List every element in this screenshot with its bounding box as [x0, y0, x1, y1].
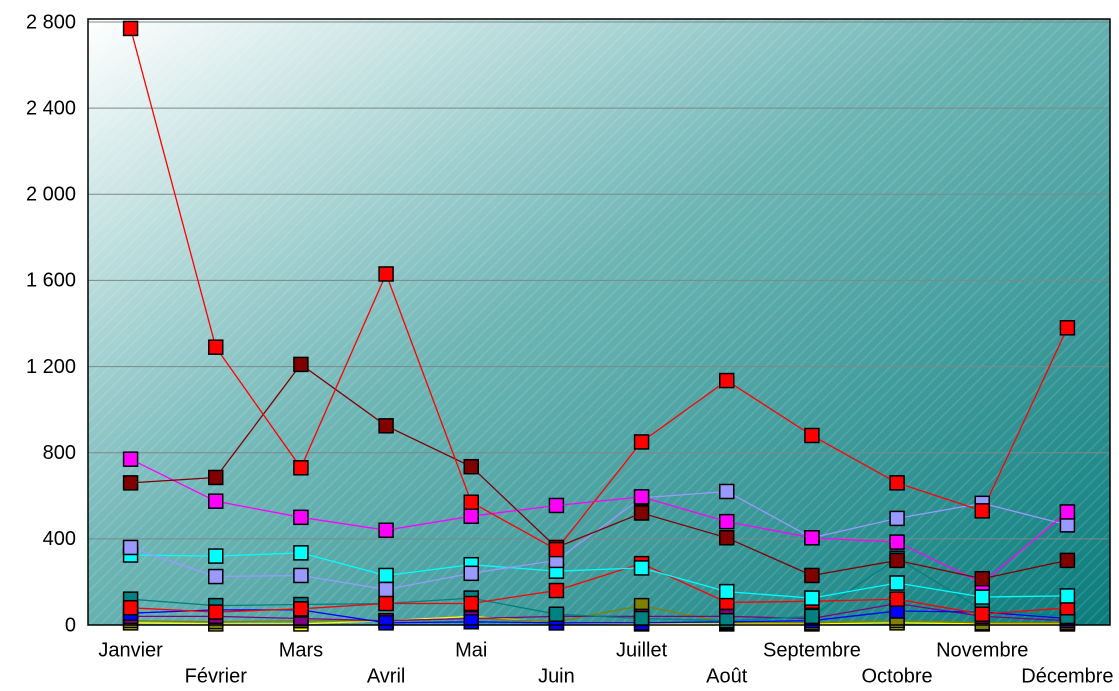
- point-marker: [378, 595, 394, 612]
- point-marker: [122, 475, 139, 491]
- point-marker: [293, 460, 309, 476]
- point-marker: [1059, 320, 1076, 336]
- series-line: [130, 363, 1068, 580]
- point-marker: [804, 567, 820, 584]
- y-tick-label: 0: [65, 614, 76, 636]
- point-marker: [548, 541, 565, 558]
- series-line: [130, 557, 1068, 622]
- x-tick-label: Février: [185, 665, 248, 687]
- y-tick-label: 2 400: [26, 97, 76, 119]
- y-tick-label: 400: [43, 528, 76, 550]
- point-marker: [804, 590, 820, 606]
- x-tick-label: Avril: [367, 665, 406, 687]
- point-marker: [378, 522, 394, 538]
- point-marker: [633, 489, 650, 505]
- point-marker: [463, 494, 479, 510]
- point-marker: [719, 612, 735, 629]
- point-marker: [1059, 552, 1076, 569]
- point-marker: [719, 372, 735, 389]
- point-marker: [974, 503, 990, 519]
- x-tick-label: Juillet: [616, 639, 668, 661]
- point-marker: [804, 530, 820, 546]
- y-tick-label: 2 000: [26, 184, 76, 206]
- point-marker: [378, 581, 394, 598]
- x-tick-label: Septembre: [763, 639, 861, 661]
- x-tick-label: Janvier: [98, 639, 163, 661]
- point-marker: [463, 595, 479, 612]
- series-line: [130, 604, 1068, 624]
- point-marker: [719, 583, 735, 600]
- point-marker: [889, 510, 905, 527]
- point-marker: [293, 356, 309, 373]
- plot-hatch: [88, 19, 1110, 625]
- point-marker: [463, 565, 479, 582]
- point-marker: [122, 539, 139, 556]
- point-marker: [1059, 588, 1076, 604]
- point-marker: [889, 575, 905, 591]
- y-tick-label: 1 600: [26, 270, 76, 292]
- point-marker: [974, 589, 990, 605]
- point-marker: [463, 614, 479, 630]
- point-marker: [548, 582, 565, 599]
- x-tick-label: Juin: [538, 665, 575, 687]
- x-tick-label: Mai: [455, 639, 487, 661]
- point-marker: [293, 545, 309, 561]
- point-marker: [378, 266, 394, 282]
- point-marker: [293, 567, 309, 584]
- point-marker: [122, 451, 139, 467]
- x-tick-label: Décembre: [1021, 665, 1113, 687]
- series-line: [130, 458, 1068, 584]
- point-marker: [293, 601, 309, 617]
- x-tick-label: Mars: [279, 639, 323, 661]
- point-marker: [633, 434, 650, 450]
- point-marker: [378, 567, 394, 584]
- point-marker: [974, 570, 990, 587]
- y-tick-label: 800: [43, 442, 76, 464]
- point-marker: [633, 610, 650, 627]
- point-marker: [208, 469, 224, 486]
- point-marker: [719, 483, 735, 500]
- point-marker: [633, 505, 650, 521]
- point-marker: [889, 534, 905, 550]
- point-marker: [889, 475, 905, 491]
- point-marker: [122, 600, 139, 616]
- point-marker: [463, 458, 479, 475]
- series-line: [129, 28, 1068, 551]
- point-marker: [378, 418, 394, 434]
- y-tick-label: 2 800: [26, 11, 76, 33]
- series-line: [130, 562, 1068, 615]
- point-marker: [889, 552, 905, 569]
- point-marker: [633, 560, 650, 576]
- point-marker: [208, 568, 224, 585]
- point-marker: [122, 20, 139, 37]
- point-marker: [208, 493, 224, 509]
- point-marker: [1059, 504, 1076, 520]
- point-marker: [548, 606, 565, 622]
- series-line: [130, 490, 1068, 591]
- x-tick-label: Novembre: [936, 639, 1028, 661]
- x-tick-label: Août: [706, 665, 748, 687]
- point-marker: [208, 604, 224, 620]
- point-marker: [293, 509, 309, 526]
- point-marker: [719, 513, 735, 530]
- series-line: [130, 552, 1068, 599]
- plot-border: [87, 18, 1111, 626]
- point-marker: [804, 427, 820, 444]
- point-marker: [208, 548, 224, 564]
- point-marker: [719, 530, 735, 546]
- y-tick-label: 1 200: [26, 356, 76, 378]
- point-marker: [889, 591, 905, 607]
- point-marker: [463, 508, 479, 524]
- x-tick-label: Octobre: [862, 665, 933, 687]
- point-marker: [208, 339, 224, 355]
- point-marker: [548, 497, 565, 514]
- point-marker: [974, 606, 990, 622]
- point-marker: [1059, 517, 1076, 533]
- point-marker: [378, 615, 394, 631]
- point-marker: [804, 608, 820, 625]
